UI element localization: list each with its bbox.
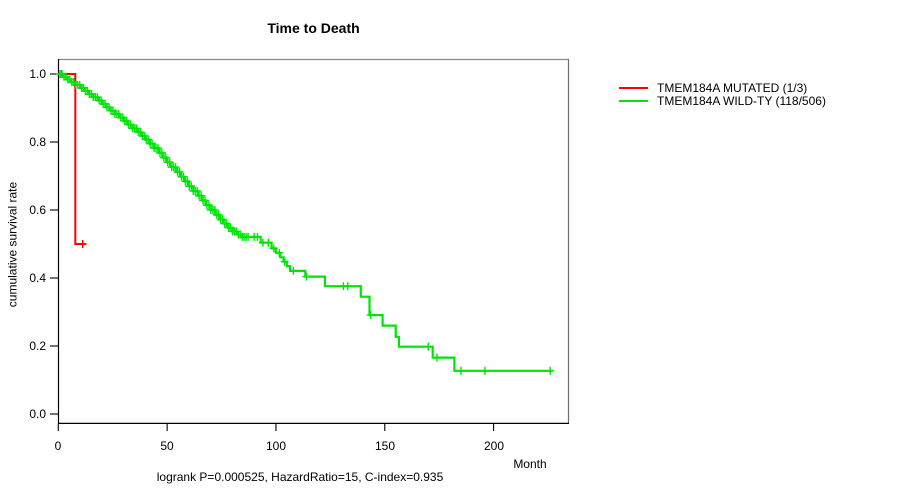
x-tick-label-50: 50 <box>160 439 174 453</box>
x-tick-label-200: 200 <box>483 439 505 453</box>
legend-label-mutated: TMEM184A MUTATED (1/3) <box>657 81 808 95</box>
y-tick-label-0.4: 0.4 <box>29 271 46 285</box>
x-tick-label-150: 150 <box>374 439 396 453</box>
x-tick-label-0: 0 <box>54 439 62 453</box>
chart-title: Time to Death <box>267 20 360 36</box>
y-tick-label-0.0: 0.0 <box>29 407 46 421</box>
legend: TMEM184A MUTATED (1/3) TMEM184A WILD-TY … <box>619 81 826 108</box>
legend-label-wildtype: TMEM184A WILD-TY (118/506) <box>657 94 826 108</box>
y-tick-label-0.2: 0.2 <box>29 339 46 353</box>
x-tick-label-100: 100 <box>265 439 287 453</box>
survival-curve-wildtype <box>58 72 553 372</box>
y-tick-label-0.8: 0.8 <box>29 135 46 149</box>
survival-curve-mutated <box>58 73 86 245</box>
legend-line-wildtype-icon <box>619 100 648 102</box>
y-tick-label-1.0: 1.0 <box>29 67 46 81</box>
stats-annotation: logrank P=0.000525, HazardRatio=15, C-in… <box>156 470 444 484</box>
x-axis-label: Month <box>513 457 547 471</box>
legend-line-mutated-icon <box>619 87 648 89</box>
legend-item-wildtype: TMEM184A WILD-TY (118/506) <box>619 94 826 108</box>
y-tick-label-0.6: 0.6 <box>29 203 46 217</box>
legend-item-mutated: TMEM184A MUTATED (1/3) <box>619 81 826 95</box>
y-axis-label: cumulative survival rate <box>5 181 20 308</box>
